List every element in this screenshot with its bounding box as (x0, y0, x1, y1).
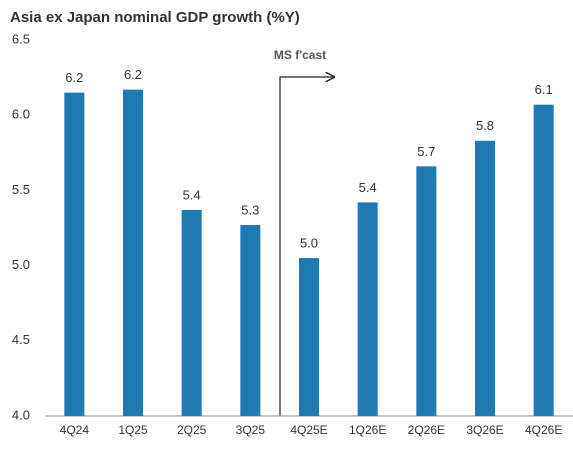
x-tick-label: 4Q26E (525, 423, 562, 437)
value-label: 5.0 (300, 236, 318, 251)
bar (64, 92, 85, 416)
bar (357, 202, 378, 416)
x-tick-label: 3Q25 (236, 423, 266, 437)
bar (475, 140, 495, 416)
x-tick-label: 2Q25 (177, 423, 207, 437)
value-label: 6.2 (124, 67, 142, 82)
bar (181, 209, 202, 416)
x-tick-label: 1Q25 (118, 423, 148, 437)
x-tick-label: 3Q26E (466, 423, 503, 437)
x-tick-label: 2Q26E (408, 423, 445, 437)
x-tick-label: 4Q24 (60, 423, 90, 437)
value-label: 5.7 (417, 144, 435, 159)
y-tick-label: 4.5 (12, 332, 30, 347)
value-label: 5.4 (183, 187, 201, 202)
value-label: 5.4 (359, 180, 377, 195)
y-tick-label: 4.0 (12, 407, 30, 422)
bar (240, 224, 261, 416)
value-label: 6.1 (535, 82, 553, 97)
y-tick-label: 5.0 (12, 257, 30, 272)
annotation: MS f'cast (274, 48, 326, 62)
x-tick-label: 4Q25E (290, 423, 327, 437)
value-label: 5.8 (476, 118, 494, 133)
bar (416, 166, 437, 416)
forecast-arrow (279, 77, 334, 416)
bar (123, 89, 143, 416)
x-tick-label: 1Q26E (349, 423, 386, 437)
y-tick-label: 6.0 (12, 107, 30, 122)
bar (299, 258, 319, 416)
value-label: 6.2 (65, 70, 83, 85)
chart-title: Asia ex Japan nominal GDP growth (%Y) (10, 9, 300, 26)
bar (533, 104, 554, 416)
value-label: 5.3 (241, 202, 259, 217)
y-tick-label: 5.5 (12, 182, 30, 197)
y-tick-label: 6.5 (12, 31, 30, 46)
